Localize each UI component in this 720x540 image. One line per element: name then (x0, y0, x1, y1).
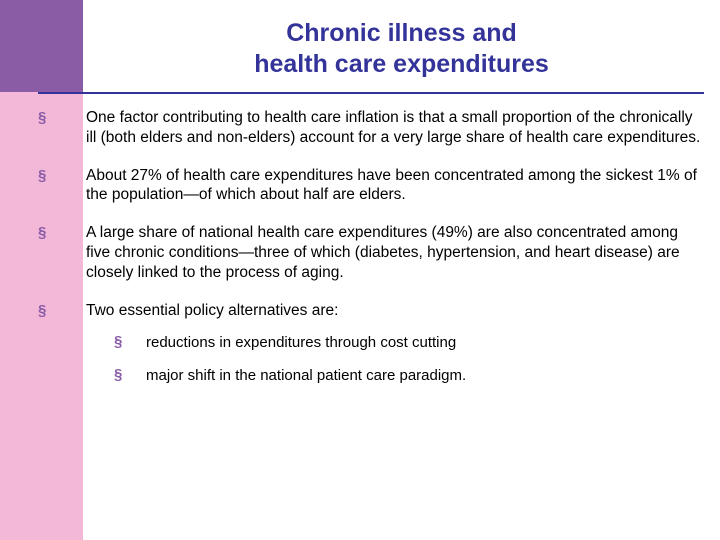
sub-bullet-text: reductions in expenditures through cost … (128, 333, 704, 352)
bullet-icon: § (38, 166, 52, 186)
slide-title-line1: Chronic illness and (103, 18, 700, 49)
list-item: § About 27% of health care expenditures … (38, 166, 704, 206)
sub-list-item: § major shift in the national patient ca… (86, 366, 704, 385)
list-item: § A large share of national health care … (38, 223, 704, 282)
list-item: § Two essential policy alternatives are:… (38, 301, 704, 399)
bullet-text: A large share of national health care ex… (52, 223, 704, 282)
title-underline (38, 92, 704, 94)
bullet-icon: § (114, 366, 128, 385)
bullet-icon: § (38, 223, 52, 243)
bullet-lead-text: Two essential policy alternatives are: (86, 302, 338, 319)
slide-title-line2: health care expenditures (103, 49, 700, 80)
bullet-icon: § (114, 333, 128, 352)
bullet-text: One factor contributing to health care i… (52, 108, 704, 148)
bullet-text: About 27% of health care expenditures ha… (52, 166, 704, 206)
sub-list-item: § reductions in expenditures through cos… (86, 333, 704, 352)
bullet-icon: § (38, 108, 52, 128)
list-item: § One factor contributing to health care… (38, 108, 704, 148)
sub-bullet-text: major shift in the national patient care… (128, 366, 704, 385)
bullet-icon: § (38, 301, 52, 321)
sub-list: § reductions in expenditures through cos… (86, 333, 704, 385)
sidebar-accent-block (0, 0, 83, 92)
content-area: § One factor contributing to health care… (38, 108, 704, 417)
title-block: Chronic illness and health care expendit… (83, 10, 720, 93)
bullet-text: Two essential policy alternatives are: §… (52, 301, 704, 399)
